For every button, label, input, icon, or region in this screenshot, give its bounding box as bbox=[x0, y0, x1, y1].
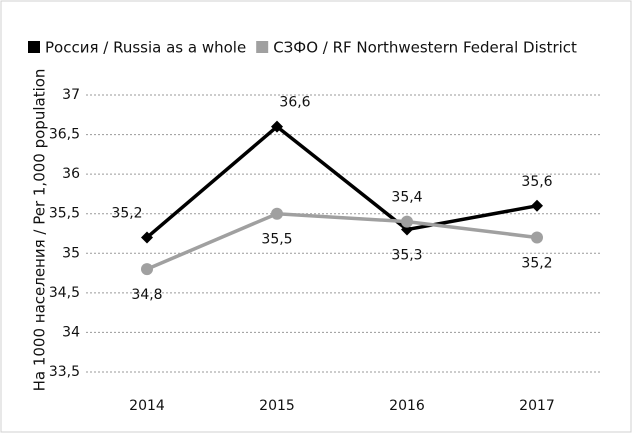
point-marker bbox=[401, 215, 413, 228]
data-label: 35,2 bbox=[521, 255, 552, 271]
y-tick-label: 35 bbox=[62, 245, 80, 261]
point-marker bbox=[141, 263, 153, 276]
data-label: 34,8 bbox=[131, 287, 162, 303]
y-tick-label: 37 bbox=[62, 87, 80, 103]
x-tick-label: 2016 bbox=[389, 398, 425, 414]
point-marker bbox=[271, 120, 283, 133]
legend-swatch bbox=[28, 41, 40, 53]
point-marker bbox=[141, 231, 153, 244]
point-marker bbox=[271, 207, 283, 220]
legend-swatch bbox=[256, 41, 269, 53]
y-tick-label: 36,5 bbox=[49, 127, 80, 143]
point-marker bbox=[531, 199, 543, 212]
y-tick-label: 34 bbox=[62, 324, 80, 340]
data-label: 35,3 bbox=[391, 248, 422, 264]
legend-label: Россия / Russia as a whole bbox=[45, 39, 246, 57]
data-label: 35,5 bbox=[261, 232, 292, 248]
x-tick-label: 2014 bbox=[129, 398, 165, 414]
y-axis-label: На 1000 населения / Per 1,000 population bbox=[31, 69, 49, 392]
series-line bbox=[146, 211, 538, 271]
y-tick-label: 33,5 bbox=[49, 364, 80, 380]
y-tick-label: 36 bbox=[62, 166, 80, 182]
series-line bbox=[145, 124, 538, 239]
x-tick-label: 2015 bbox=[259, 398, 295, 414]
data-label: 36,6 bbox=[279, 95, 310, 111]
data-label: 35,6 bbox=[521, 174, 552, 190]
legend-label: СЗФО / RF Northwestern Federal District bbox=[273, 39, 577, 57]
data-label: 35,4 bbox=[391, 190, 422, 206]
data-label: 35,2 bbox=[111, 205, 142, 221]
x-tick-label: 2017 bbox=[519, 398, 555, 414]
point-marker bbox=[531, 231, 543, 244]
y-tick-label: 35,5 bbox=[49, 206, 80, 222]
y-tick-label: 34,5 bbox=[49, 285, 80, 301]
